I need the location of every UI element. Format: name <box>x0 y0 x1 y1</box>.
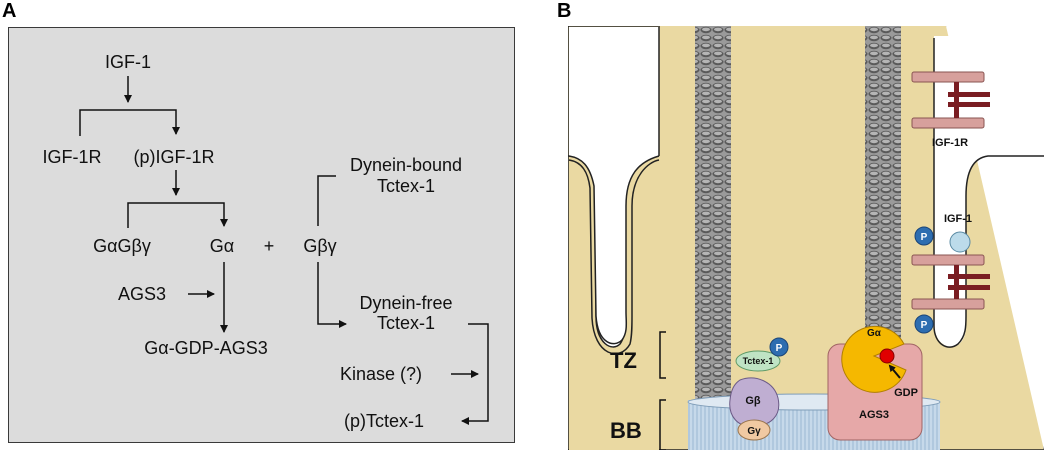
cell-left-fill <box>569 160 659 450</box>
svg-text:P: P <box>921 232 928 243</box>
label-plus: + <box>263 236 275 256</box>
panel-a-arrows <box>79 76 489 425</box>
phospho-receptor-bottom: P <box>914 314 934 334</box>
arrow-dynein-free-ptctex <box>461 323 489 425</box>
pocket-right <box>934 36 1044 348</box>
bracket-igf1r <box>79 109 180 136</box>
panel-a-letter: A <box>2 0 17 22</box>
ggamma-protein: Gγ <box>737 419 771 441</box>
gdp-molecule <box>879 348 895 364</box>
svg-text:Tctex-1: Tctex-1 <box>743 356 774 366</box>
label-galpha: Gα <box>209 236 235 256</box>
label-igf1r: IGF-1R <box>42 147 102 167</box>
label-tz: TZ <box>610 348 637 373</box>
cilium-top-white <box>569 27 659 156</box>
label-dynein-free: Dynein-free <box>359 293 453 313</box>
bracket-galpha <box>127 202 228 228</box>
phospho-tctex1: P <box>769 337 789 357</box>
svg-text:P: P <box>776 343 783 354</box>
bb-bracket <box>659 399 666 450</box>
label-gbetagamma: Gβγ <box>303 236 337 256</box>
bracket-dynein-bound <box>317 175 336 226</box>
label-p-igf1r: (p)IGF-1R <box>133 147 215 167</box>
panel-b-letter: B <box>557 0 572 22</box>
panel-b-illustration: IGF-1R IGF-1 P P TZ BB Gβ Gγ Tctex-1 P <box>568 26 1044 450</box>
gdp-arrow <box>888 364 901 379</box>
igf1r-receptor-bottom <box>911 254 990 310</box>
svg-text:AGS3: AGS3 <box>859 409 889 421</box>
label-kinase: Kinase (?) <box>340 364 423 384</box>
left-membrane-curve <box>568 155 660 345</box>
tz-bracket <box>659 331 666 379</box>
galpha-protein: Gα <box>841 325 907 393</box>
panel-a-box <box>8 27 515 443</box>
label-dynein-free-tctex: Tctex-1 <box>376 313 436 333</box>
microtubule-left <box>695 26 731 422</box>
tctex1-protein: Tctex-1 <box>735 350 781 372</box>
label-igf1-b: IGF-1 <box>944 213 972 225</box>
label-p-tctex1: (p)Tctex-1 <box>344 411 425 431</box>
svg-text:Gα: Gα <box>867 328 882 339</box>
membrane-right-outline <box>933 38 1044 348</box>
label-galpha-gdp-ags3: Gα-GDP-AGS3 <box>144 338 268 358</box>
svg-text:Gγ: Gγ <box>747 426 761 437</box>
svg-text:Gβ: Gβ <box>745 395 761 407</box>
arrow-gbg-dynein-free <box>317 262 347 328</box>
igf1r-receptor-top <box>911 71 990 129</box>
left-pocket-outline <box>568 159 660 355</box>
label-ags3: AGS3 <box>118 284 167 304</box>
label-dynein-bound-tctex: Tctex-1 <box>376 176 436 196</box>
label-igf1r-b: IGF-1R <box>932 137 968 149</box>
label-dynein-bound: Dynein-bound <box>349 155 463 175</box>
igf1-ligand <box>949 231 971 253</box>
label-gdp: GDP <box>894 387 918 399</box>
label-galpha-gbetagamma: GαGβγ <box>93 236 151 256</box>
label-igf1: IGF-1 <box>104 52 152 72</box>
svg-text:P: P <box>921 320 928 331</box>
label-bb: BB <box>610 418 642 443</box>
phospho-receptor-top: P <box>914 226 934 246</box>
